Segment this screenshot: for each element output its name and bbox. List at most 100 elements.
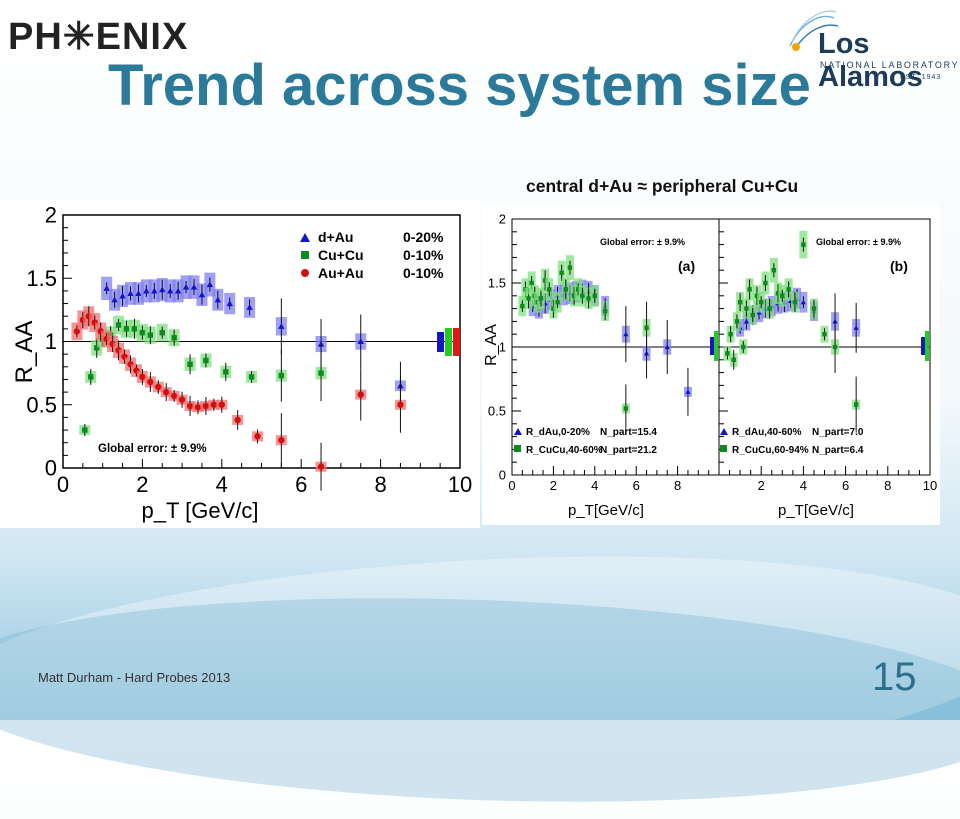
data-point xyxy=(526,296,531,301)
data-point xyxy=(82,427,88,433)
legend-marker-dau-b xyxy=(720,428,728,435)
data-point xyxy=(155,383,162,391)
data-point xyxy=(131,326,138,332)
legend-npart-cucu-b: N_part=6.4 xyxy=(812,445,864,456)
slide-subtitle: central d+Au ≈ peripheral Cu+Cu xyxy=(526,176,799,196)
data-point xyxy=(743,318,750,324)
data-point xyxy=(580,293,585,299)
x-tick-label: 6 xyxy=(295,472,307,497)
raa-chart-left: 0 2 4 6 8 10 0 0.5 1 1.5 2 d+Au 0-20% Cu+Cu 0-10% … xyxy=(0,200,480,528)
global-error-box-cucu-a xyxy=(714,331,718,361)
phenix-logo: PH✳ENIX xyxy=(8,16,189,58)
data-point xyxy=(159,286,166,293)
legend-label-cucu: Cu+Cu xyxy=(318,247,364,263)
data-point xyxy=(747,287,752,292)
data-point xyxy=(187,361,193,367)
data-point xyxy=(592,293,598,299)
data-point xyxy=(182,283,190,290)
legend-cent-dau: 0-20% xyxy=(403,229,444,245)
legend-npart-cucu-a: N_part=21.2 xyxy=(600,445,657,456)
data-point xyxy=(725,351,730,356)
data-point xyxy=(853,325,859,330)
data-point xyxy=(644,325,649,331)
data-point xyxy=(529,280,534,286)
data-point xyxy=(775,291,781,296)
x-tick-label: 10 xyxy=(923,478,937,493)
slide-title: Trend across system size xyxy=(108,53,811,118)
data-point xyxy=(174,287,182,294)
data-point xyxy=(123,326,130,332)
data-point xyxy=(832,344,838,350)
data-point xyxy=(758,299,764,305)
data-point xyxy=(248,374,255,380)
x-axis-label-a: p_T[GeV/c] xyxy=(568,502,644,519)
data-point xyxy=(218,401,225,408)
legend-label-dau-a: R_dAu,0-20% xyxy=(526,427,590,438)
series-square xyxy=(79,315,327,437)
data-point xyxy=(147,378,154,386)
legend-label-auau: Au+Au xyxy=(318,265,364,281)
data-point xyxy=(763,280,768,286)
data-point xyxy=(186,402,194,410)
global-error-box-cucu xyxy=(445,328,452,356)
y-tick-label: 2 xyxy=(499,212,506,227)
data-point xyxy=(317,340,325,347)
global-error-box-dau-b xyxy=(921,337,925,355)
data-point xyxy=(163,388,170,396)
legend-marker-dau xyxy=(300,233,310,242)
data-point xyxy=(234,416,241,424)
data-point xyxy=(771,267,777,273)
y-tick-label: 2 xyxy=(45,203,57,228)
data-point xyxy=(741,344,746,350)
y-tick-label: 1.5 xyxy=(488,276,506,291)
x-tick-label: 10 xyxy=(448,472,472,497)
data-point xyxy=(206,281,214,288)
legend-marker-cucu-b xyxy=(720,445,727,452)
lanl-swirl-icon xyxy=(789,10,839,51)
data-point xyxy=(226,300,233,307)
legend-label-dau: d+Au xyxy=(318,229,353,245)
data-point xyxy=(318,370,324,376)
data-point xyxy=(194,404,202,411)
global-error-box-dau-a xyxy=(710,337,714,355)
data-point xyxy=(246,304,253,310)
x-axis-label-b: p_T[GeV/c] xyxy=(778,502,854,519)
data-point xyxy=(171,334,177,341)
global-error-box-cucu-b xyxy=(925,331,929,361)
data-point xyxy=(94,345,100,351)
x-tick-label: 2 xyxy=(758,478,765,493)
x-tick-label: 0 xyxy=(57,472,69,497)
data-point xyxy=(103,285,110,291)
data-point xyxy=(202,402,210,410)
data-point xyxy=(223,369,229,375)
data-point xyxy=(542,278,548,283)
data-point xyxy=(139,329,146,336)
data-point xyxy=(822,331,827,337)
data-point xyxy=(357,338,364,345)
data-point xyxy=(178,396,186,403)
x-tick-label: 8 xyxy=(884,478,891,493)
data-point xyxy=(135,290,142,296)
footer-text: Matt Durham - Hard Probes 2013 xyxy=(38,670,231,685)
data-point xyxy=(853,402,859,407)
legend-cent-auau: 0-10% xyxy=(403,265,444,281)
raa-chart-right: 0 2 4 6 8 0 0.5 1 1.5 2 2 4 6 8 10 Global error: ± 9.9… xyxy=(482,205,940,525)
global-error-box-dau xyxy=(437,332,444,352)
data-point xyxy=(397,401,404,408)
data-point xyxy=(547,287,552,292)
data-point xyxy=(127,290,134,296)
data-point xyxy=(190,283,198,290)
data-point xyxy=(685,389,691,394)
data-point xyxy=(143,287,150,294)
x-tick-label: 2 xyxy=(136,472,148,497)
data-point xyxy=(571,293,577,299)
raa-chart-left-svg: 0 2 4 6 8 10 0 0.5 1 1.5 2 d+Au 0-20% Cu+Cu 0-10% … xyxy=(11,203,472,523)
legend: d+Au 0-20% Cu+Cu 0-10% Au+Au 0-10% xyxy=(300,229,444,281)
data-point xyxy=(151,287,158,294)
data-point xyxy=(623,406,629,411)
x-tick-label: 6 xyxy=(633,478,640,493)
y-tick-label: 0.5 xyxy=(488,404,506,419)
y-axis-label: R_AA xyxy=(11,321,38,384)
data-point xyxy=(586,296,591,301)
data-point xyxy=(731,357,736,363)
